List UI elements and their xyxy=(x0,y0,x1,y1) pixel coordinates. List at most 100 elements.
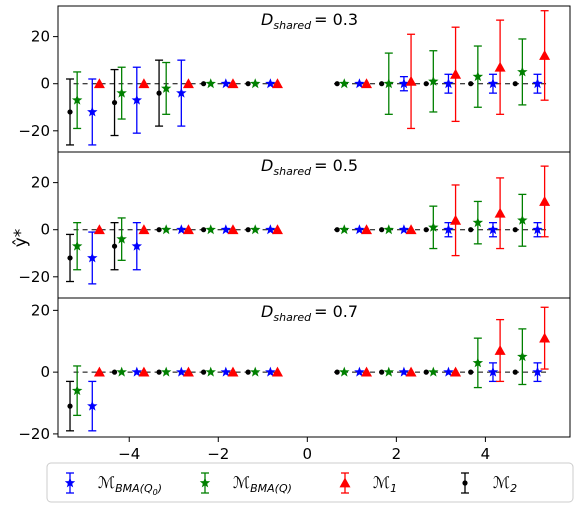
point-m1 xyxy=(361,366,373,377)
marker-star xyxy=(71,94,83,105)
marker-star xyxy=(428,75,439,86)
point-m2 xyxy=(379,369,385,375)
point-m2 xyxy=(468,227,474,233)
point-bq0 xyxy=(354,78,365,89)
marker-dot xyxy=(334,227,340,233)
marker-star xyxy=(398,78,410,89)
marker-star xyxy=(517,214,528,225)
point-m1 xyxy=(182,224,194,235)
legend-entry-bq0: ℳBMA(Q0) xyxy=(64,472,162,497)
marker-star xyxy=(87,400,98,411)
marker-dot xyxy=(245,369,251,375)
point-bq0 xyxy=(487,362,499,383)
point-bq0 xyxy=(443,73,454,94)
marker-dot xyxy=(111,243,118,249)
legend-label: ℳ2 xyxy=(493,473,517,495)
point-m2 xyxy=(334,227,340,233)
point-m1 xyxy=(494,318,506,383)
point-m1 xyxy=(539,165,551,238)
marker-star xyxy=(71,385,83,396)
point-m2 xyxy=(379,81,385,87)
marker-star xyxy=(487,366,499,377)
marker-dot xyxy=(423,81,429,87)
point-m1 xyxy=(182,78,194,89)
marker-triangle xyxy=(271,78,283,89)
y-tick-label: 0 xyxy=(40,221,50,239)
point-m1 xyxy=(450,366,462,377)
marker-star xyxy=(131,94,142,105)
point-m2 xyxy=(66,380,75,432)
marker-star xyxy=(472,357,484,368)
point-m2 xyxy=(156,369,162,375)
marker-star xyxy=(265,224,276,235)
point-bq0 xyxy=(87,78,98,146)
point-m2 xyxy=(468,369,474,375)
point-m2 xyxy=(512,369,518,375)
legend-label: ℳ1 xyxy=(373,473,397,495)
marker-star xyxy=(354,78,365,89)
y-tick-label: −20 xyxy=(18,268,50,286)
marker-dot xyxy=(468,227,474,233)
point-bq xyxy=(250,224,261,235)
marker-star xyxy=(161,224,172,235)
point-m2 xyxy=(468,81,474,87)
marker-dot xyxy=(156,369,162,375)
marker-star xyxy=(265,78,276,89)
point-m1 xyxy=(138,78,150,89)
marker-star xyxy=(339,366,350,377)
marker-dot xyxy=(468,81,474,87)
point-bq0 xyxy=(487,221,499,238)
marker-triangle xyxy=(361,78,373,89)
marker-star xyxy=(250,78,261,89)
legend-entry-m1: ℳ1 xyxy=(339,472,397,495)
marker-triangle xyxy=(227,78,239,89)
point-m1 xyxy=(93,224,105,235)
marker-dot xyxy=(423,227,429,233)
point-m1 xyxy=(271,224,283,235)
marker-triangle xyxy=(450,214,462,225)
point-bq xyxy=(339,366,350,377)
point-bq xyxy=(205,224,216,235)
marker-dot xyxy=(111,369,118,375)
point-bq0 xyxy=(265,78,276,89)
point-m1 xyxy=(450,184,462,257)
y-tick-label: 20 xyxy=(31,174,50,192)
marker-triangle xyxy=(271,366,283,377)
point-bq0 xyxy=(443,221,454,238)
marker-star xyxy=(532,224,543,235)
point-m1 xyxy=(405,366,417,377)
point-m2 xyxy=(155,59,164,127)
point-m2 xyxy=(200,369,207,375)
point-m1 xyxy=(271,78,283,89)
point-bq xyxy=(472,200,484,245)
point-bq0 xyxy=(398,75,410,92)
marker-dot xyxy=(200,227,207,233)
point-m1 xyxy=(494,19,506,115)
point-m1 xyxy=(405,224,417,235)
marker-dot xyxy=(67,403,73,409)
marker-triangle xyxy=(227,366,239,377)
marker-star xyxy=(250,366,261,377)
marker-star xyxy=(220,78,232,89)
point-bq xyxy=(339,224,350,235)
marker-star xyxy=(161,366,172,377)
marker-star xyxy=(383,366,394,377)
point-bq0 xyxy=(220,78,232,89)
point-bq0 xyxy=(87,380,98,432)
point-bq xyxy=(116,366,127,377)
point-bq xyxy=(71,221,83,271)
point-bq xyxy=(116,66,127,120)
marker-triangle xyxy=(494,207,506,218)
marker-dot xyxy=(67,255,73,261)
point-bq xyxy=(383,224,394,235)
marker-triangle xyxy=(93,366,105,377)
marker-dot xyxy=(245,227,251,233)
marker-triangle xyxy=(539,195,551,206)
marker-star xyxy=(443,224,454,235)
point-bq0 xyxy=(265,366,276,377)
marker-dot xyxy=(423,369,429,375)
marker-star xyxy=(176,87,187,98)
panel-title: Dshared = 0.7 xyxy=(261,302,358,324)
legend-box xyxy=(46,462,574,503)
point-bq0 xyxy=(532,362,543,383)
